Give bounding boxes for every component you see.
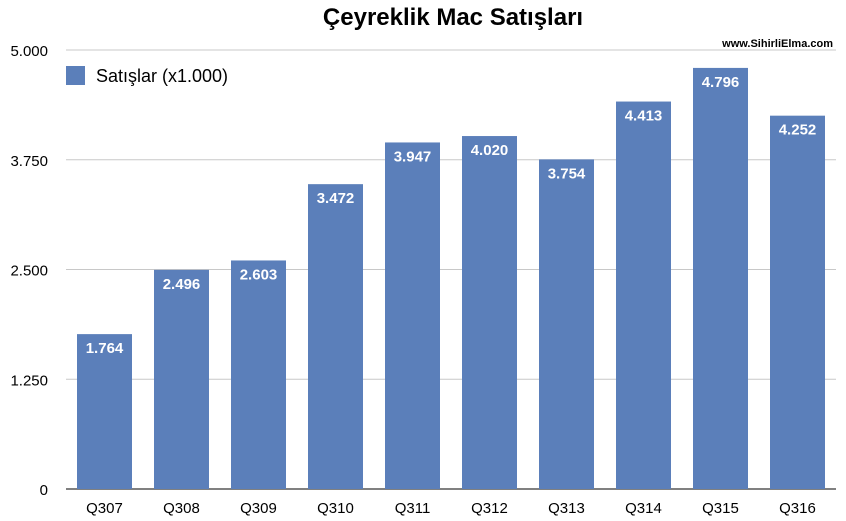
data-label-q308: 2.496 (163, 276, 201, 293)
y-tick-label: 5.000 (10, 43, 48, 60)
y-tick-label: 0 (40, 482, 48, 499)
bar-q307 (77, 334, 132, 489)
data-label-q307: 1.764 (86, 340, 124, 357)
data-label-q314: 4.413 (625, 108, 663, 125)
bar-q309 (231, 260, 286, 489)
legend-label: Satışlar (x1.000) (96, 66, 228, 86)
bar-q312 (462, 136, 517, 489)
x-tick-label: Q315 (702, 500, 739, 517)
y-axis-ticks: 0 1.250 2.500 3.750 5.000 (10, 43, 48, 499)
x-axis-ticks: Q307 Q308 Q309 Q310 Q311 Q312 Q313 Q314 Q315 Q316 (86, 500, 816, 517)
x-tick-label: Q307 (86, 500, 123, 517)
x-tick-label: Q311 (395, 500, 431, 517)
x-tick-label: Q316 (779, 500, 816, 517)
x-tick-label: Q309 (240, 500, 277, 517)
bar-q316 (770, 115, 825, 489)
data-label-q312: 4.020 (471, 142, 509, 159)
y-tick-label: 2.500 (10, 263, 48, 280)
legend: Satışlar (x1.000) (66, 66, 228, 86)
bar-q313 (539, 159, 594, 489)
data-label-q309: 2.603 (240, 266, 278, 283)
data-label-q313: 3.754 (548, 165, 586, 182)
bar-q308 (154, 269, 209, 489)
x-tick-label: Q308 (163, 500, 200, 517)
data-label-q311: 3.947 (394, 148, 432, 165)
data-label-q310: 3.472 (317, 190, 355, 207)
bars: 1.764 2.496 2.603 3.472 3.947 4.020 3.754 4.413… (77, 67, 825, 490)
x-tick-label: Q314 (625, 500, 662, 517)
bar-q311 (385, 142, 440, 489)
x-tick-label: Q313 (548, 500, 585, 517)
source-watermark: www.SihirliElma.com (721, 38, 833, 50)
data-label-q316: 4.252 (779, 122, 817, 139)
bar-q314 (616, 101, 671, 489)
x-tick-label: Q312 (471, 500, 508, 517)
data-label-q315: 4.796 (702, 74, 740, 91)
bar-q310 (308, 184, 363, 490)
y-tick-label: 1.250 (10, 372, 48, 389)
chart-title: Çeyreklik Mac Satışları (323, 4, 583, 31)
x-tick-label: Q310 (317, 500, 354, 517)
legend-swatch (66, 66, 85, 85)
bar-q315 (693, 67, 748, 490)
y-tick-label: 3.750 (10, 153, 48, 170)
